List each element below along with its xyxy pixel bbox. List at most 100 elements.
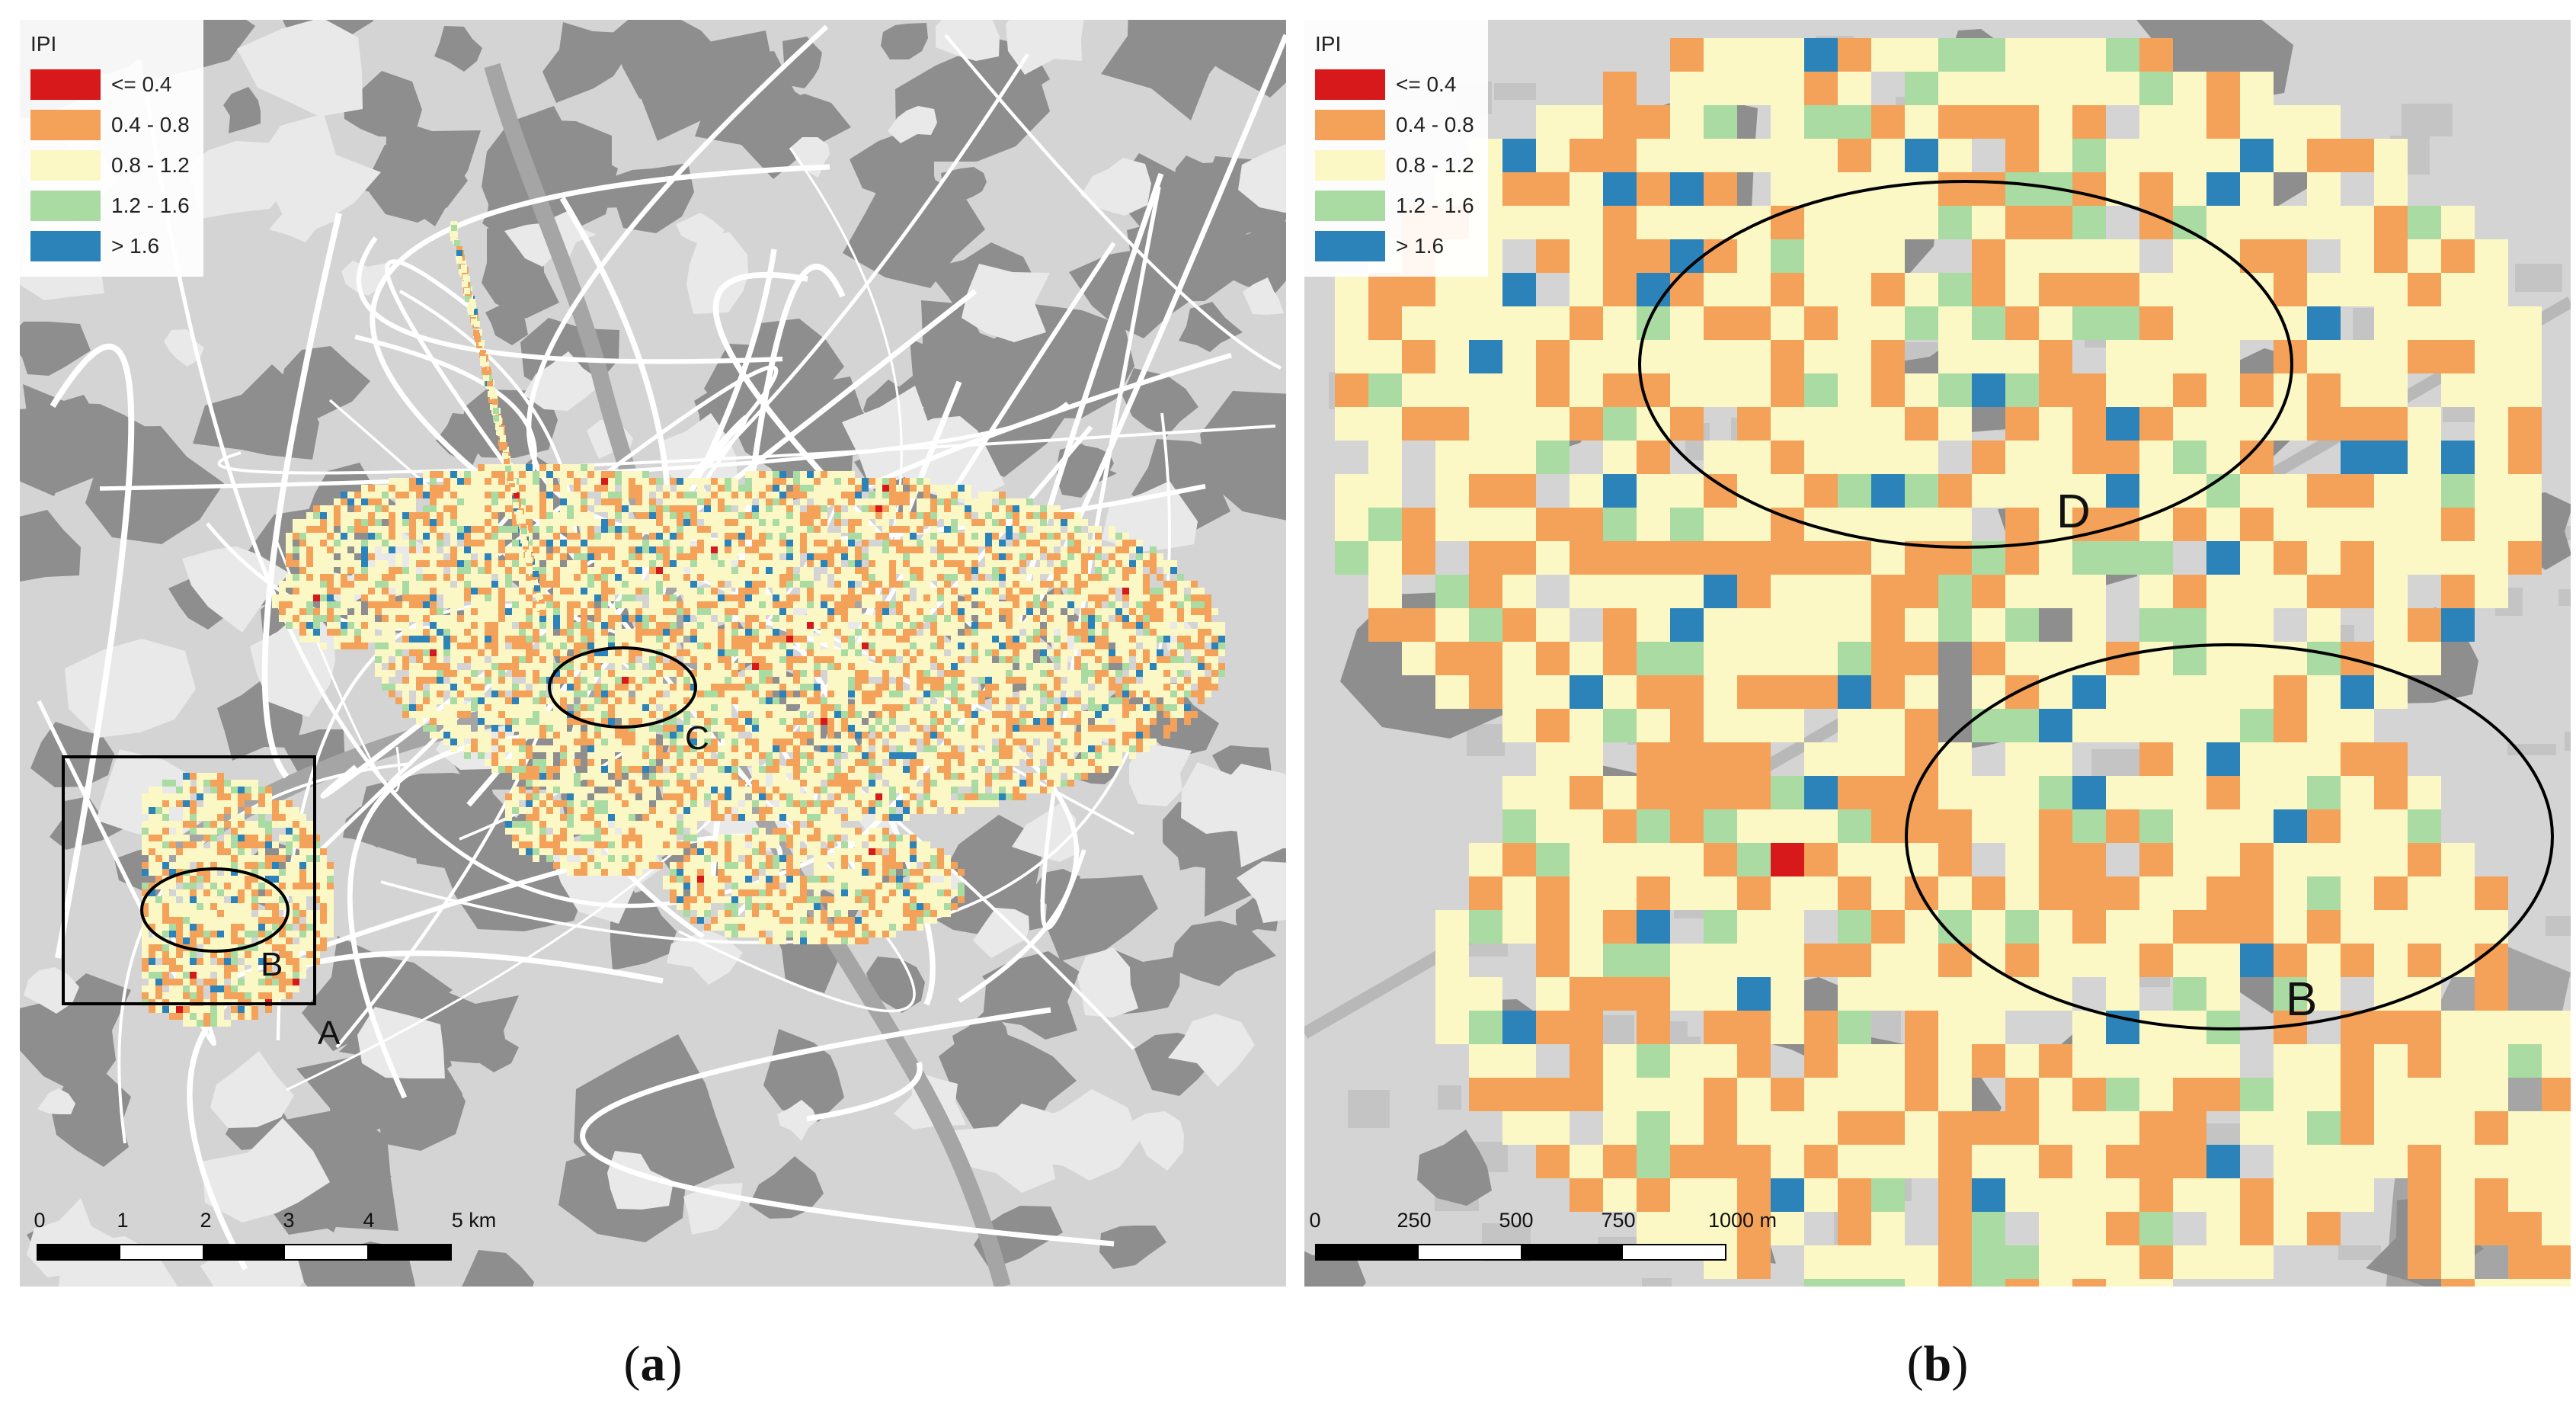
ipi-cell bbox=[457, 704, 464, 711]
ipi-cell bbox=[567, 594, 574, 601]
ipi-cell bbox=[889, 636, 896, 643]
ipi-cell bbox=[1033, 526, 1040, 533]
ipi-cell bbox=[677, 581, 683, 588]
ipi-cell bbox=[848, 725, 855, 732]
ipi-cell bbox=[498, 649, 505, 656]
ipi-cell bbox=[910, 622, 917, 629]
ipi-cell bbox=[341, 540, 347, 546]
ipi-cell bbox=[581, 636, 587, 643]
ipi-cell bbox=[656, 594, 663, 601]
ipi-cell bbox=[642, 745, 649, 752]
ipi-cell bbox=[594, 629, 601, 636]
ipi-cell bbox=[807, 485, 814, 492]
ipi-cell bbox=[505, 636, 512, 643]
ipi-cell bbox=[1006, 588, 1013, 594]
ipi-cell bbox=[574, 684, 581, 691]
ipi-cell bbox=[615, 697, 622, 704]
ipi-cell bbox=[286, 560, 293, 567]
ipi-cell bbox=[999, 691, 1006, 697]
ipi-cell bbox=[731, 766, 738, 773]
ipi-cell bbox=[1033, 663, 1040, 670]
ipi-cell bbox=[827, 629, 834, 636]
ipi-cell bbox=[1047, 773, 1054, 780]
ipi-cell bbox=[965, 560, 971, 567]
ipi-cell bbox=[670, 540, 677, 546]
ipi-cell bbox=[875, 697, 882, 704]
ipi-cell bbox=[629, 485, 635, 492]
ipi-cell bbox=[457, 588, 464, 594]
ipi-cell bbox=[635, 670, 642, 677]
forest-patch bbox=[1212, 213, 1286, 296]
ipi-cell bbox=[478, 581, 485, 588]
ipi-cell bbox=[533, 471, 539, 478]
ipi-cell bbox=[999, 684, 1006, 691]
ipi-cell bbox=[862, 704, 869, 711]
ipi-cell bbox=[697, 540, 704, 546]
ipi-cell bbox=[642, 752, 649, 759]
map-canvas-a[interactable] bbox=[20, 20, 1286, 1287]
ipi-cell bbox=[683, 718, 690, 725]
ipi-cell bbox=[704, 629, 711, 636]
ipi-cell bbox=[677, 773, 683, 780]
ipi-cell bbox=[656, 526, 663, 533]
ipi-cell bbox=[793, 629, 800, 636]
ipi-cell bbox=[882, 519, 889, 526]
ipi-cell bbox=[1163, 594, 1170, 601]
ipi-cell bbox=[622, 649, 629, 656]
ipi-cell bbox=[341, 636, 347, 643]
ipi-cell bbox=[759, 601, 766, 608]
ipi-cell bbox=[1019, 505, 1026, 512]
ipi-cell bbox=[601, 732, 608, 739]
ipi-cell bbox=[382, 643, 389, 649]
ipi-cell bbox=[512, 684, 519, 691]
ipi-cell bbox=[704, 526, 711, 533]
ipi-cell bbox=[334, 615, 341, 622]
ipi-cell bbox=[670, 780, 677, 787]
ipi-cell bbox=[1102, 697, 1109, 704]
ipi-cell bbox=[587, 608, 594, 615]
ipi-cell bbox=[862, 759, 869, 766]
ipi-cell bbox=[848, 663, 855, 670]
ipi-cell bbox=[923, 567, 930, 574]
ipi-cell bbox=[1211, 622, 1218, 629]
ipi-cell bbox=[306, 567, 313, 574]
ipi-cell bbox=[395, 492, 402, 498]
ipi-cell bbox=[944, 704, 951, 711]
open-area bbox=[936, 20, 1000, 61]
ipi-cell bbox=[1061, 745, 1067, 752]
ipi-cell bbox=[821, 636, 827, 643]
ipi-cell bbox=[985, 649, 992, 656]
ipi-cell bbox=[622, 691, 629, 697]
ipi-cell bbox=[1006, 677, 1013, 684]
ipi-cell bbox=[574, 711, 581, 718]
ipi-cell bbox=[1054, 656, 1061, 663]
ipi-cell bbox=[594, 773, 601, 780]
ipi-cell bbox=[464, 533, 471, 540]
ipi-cell bbox=[389, 540, 395, 546]
ipi-cell bbox=[773, 656, 779, 663]
ipi-cell bbox=[862, 594, 869, 601]
map-panel-a[interactable]: IPI <= 0.4 0.4 - 0.8 0.8 - 1.2 1.2 - 1.6… bbox=[20, 20, 1286, 1287]
ipi-cell bbox=[334, 643, 341, 649]
ipi-cell bbox=[334, 519, 341, 526]
ipi-cell bbox=[958, 773, 965, 780]
ipi-cell bbox=[635, 739, 642, 745]
ipi-cell bbox=[1170, 608, 1177, 615]
ipi-cell bbox=[1013, 677, 1019, 684]
ipi-cell bbox=[958, 567, 965, 574]
ipi-cell bbox=[546, 732, 553, 739]
ipi-cell bbox=[423, 663, 430, 670]
ipi-cell bbox=[546, 594, 553, 601]
ipi-cell bbox=[1061, 670, 1067, 677]
ipi-cell bbox=[642, 505, 649, 512]
ipi-cell bbox=[725, 704, 731, 711]
ipi-cell bbox=[841, 567, 848, 574]
ipi-cell bbox=[944, 601, 951, 608]
ipi-cell bbox=[793, 677, 800, 684]
ipi-cell bbox=[971, 691, 978, 697]
ipi-cell bbox=[526, 677, 533, 684]
ipi-cell bbox=[971, 581, 978, 588]
ipi-cell bbox=[409, 498, 416, 505]
ipi-cell bbox=[944, 663, 951, 670]
ipi-cell bbox=[889, 505, 896, 512]
